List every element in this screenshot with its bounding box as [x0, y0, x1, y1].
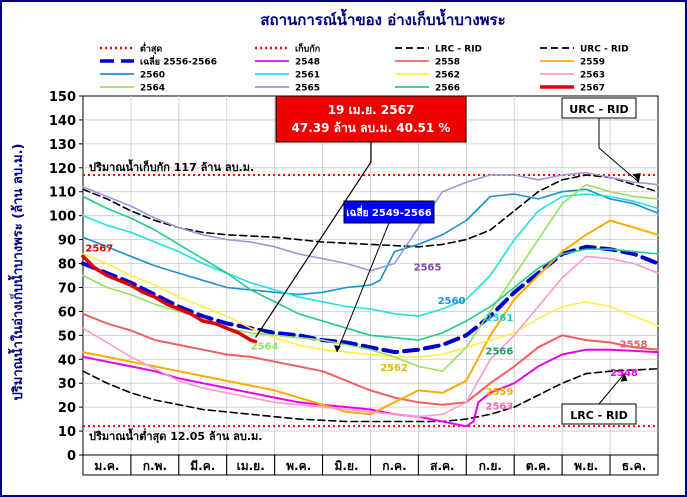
- y-tick-label: 90: [58, 234, 76, 249]
- y-tick-label: 100: [49, 210, 76, 225]
- reference-line-label: ปริมาณน้ำต่ำสุด 12.05 ล้าน ลบ.ม.: [89, 428, 262, 444]
- legend-label: 2562: [435, 71, 460, 81]
- y-tick-label: 70: [58, 281, 76, 296]
- legend-label: 2560: [140, 71, 165, 81]
- urc-label-text: URC - RID: [569, 103, 628, 116]
- lrc-arrow-head: [620, 373, 628, 382]
- series-line: [82, 368, 659, 423]
- y-tick-label: 120: [49, 162, 76, 177]
- y-tick-label: 140: [49, 114, 76, 129]
- avg-leader-line: [336, 222, 390, 353]
- chart-title: สถานการณ์น้ำของ อ่างเก็บน้ำบางพระ: [260, 8, 505, 29]
- plot-area: 0 10 20 30 40 50 60 70 80 90 100 110 120 130 140 150 ม.ค…: [49, 90, 660, 476]
- x-tick-label: ก.พ.: [143, 459, 167, 473]
- series-line: [82, 219, 659, 416]
- legend-label: URC - RID: [580, 45, 629, 55]
- x-tick-label: ส.ค.: [430, 459, 454, 473]
- legend-label: ต่ำสุด: [140, 42, 162, 55]
- x-tick-label: เม.ย.: [237, 459, 265, 473]
- series-label: 2564: [251, 342, 279, 353]
- urc-label-box: [561, 97, 637, 119]
- legend-label: 2567: [580, 84, 605, 94]
- series-line: [82, 188, 659, 296]
- x-tick-label: พ.ค.: [286, 459, 311, 473]
- reference-line-label: ปริมาณน้ำเก็บกัก 117 ล้าน ลบ.ม.: [89, 159, 254, 174]
- legend-label: 2561: [295, 71, 320, 81]
- legend-label: 2565: [295, 84, 320, 94]
- series-line: [82, 183, 659, 372]
- series-line: [82, 255, 659, 418]
- y-tick-label: 50: [58, 329, 76, 344]
- y-tick-label: 20: [58, 401, 76, 416]
- series-label: 2566: [486, 346, 514, 357]
- lrc-label-box: [561, 403, 637, 425]
- series-label: 2560: [438, 296, 466, 307]
- series-label: 2561: [486, 313, 514, 324]
- y-tick-label: 110: [49, 186, 76, 201]
- y-tick-label: 60: [58, 305, 76, 320]
- y-tick-label: 40: [58, 353, 76, 368]
- y-tick-label: 130: [49, 138, 76, 153]
- series-line: [81, 254, 258, 344]
- series-line: [82, 312, 659, 406]
- legend-label: 2563: [580, 71, 605, 81]
- legend-label: 2548: [295, 58, 320, 68]
- avg-label-box: [343, 200, 435, 224]
- legend-label: LRC - RID: [435, 45, 482, 55]
- value-callout-box: [275, 95, 467, 143]
- y-tick-label: 0: [67, 449, 76, 464]
- legend-label: เฉลี่ย 2556-2566: [140, 55, 217, 68]
- series-line: [82, 193, 659, 317]
- x-tick-label: มิ.ย.: [335, 459, 359, 473]
- y-tick-label: 80: [58, 258, 76, 273]
- series-label: 2562: [380, 363, 408, 374]
- legend-label: 2566: [435, 84, 460, 94]
- x-tick-label: มี.ค.: [190, 459, 215, 473]
- callout-value: 47.39 ล้าน ลบ.ม. 40.51 %: [292, 121, 451, 135]
- x-tick-label: ก.ย.: [479, 459, 502, 473]
- x-tick-label: ต.ค.: [526, 459, 551, 473]
- x-tick-label: ก.ค.: [382, 459, 406, 473]
- callout-leader-line: [254, 142, 372, 338]
- x-tick-label: ธ.ค.: [622, 459, 646, 473]
- series-label: 2563: [486, 402, 514, 413]
- series-line: [82, 171, 659, 272]
- series-line: [82, 253, 659, 358]
- lrc-label-text: LRC - RID: [570, 409, 627, 422]
- avg-arrow-head: [333, 345, 341, 353]
- y-tick-label: 30: [58, 377, 76, 392]
- callout-date: 19 เม.ย. 2567: [328, 103, 415, 117]
- x-tick-label: ม.ค.: [94, 459, 119, 473]
- series-label: 2565: [414, 263, 442, 274]
- urc-leader-line: [598, 118, 640, 183]
- series-label: 2558: [620, 339, 648, 350]
- series-label: 2559: [486, 387, 514, 398]
- legend: ต่ำสุด เก็บกัก LRC - RID URC - RID เฉลี่ย 25…: [100, 42, 629, 94]
- legend-label: เก็บกัก: [295, 42, 320, 55]
- y-tick-label: 150: [49, 90, 76, 105]
- y-tick-label: 10: [58, 425, 76, 440]
- legend-label: 2559: [580, 58, 605, 68]
- legend-label: 2558: [435, 58, 460, 68]
- y-axis-label: ปริมาณน้ำในอ่างเก็บน้ำบางพระ (ล้าน ลบ.ม.…: [7, 144, 26, 401]
- month-box: [609, 454, 659, 476]
- avg-label-text: เฉลี่ย 2549-2566: [346, 205, 432, 219]
- series-line: [82, 195, 659, 341]
- legend-label: 2564: [140, 84, 165, 94]
- x-tick-label: พ.ย.: [574, 459, 598, 473]
- lrc-leader-line: [598, 373, 625, 405]
- urc-arrow-head: [632, 173, 641, 183]
- series-label: 2567: [85, 244, 113, 255]
